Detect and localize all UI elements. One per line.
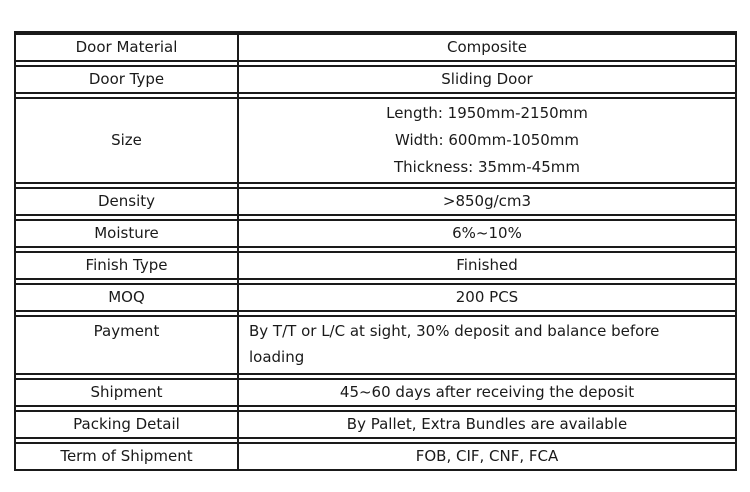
table-row: Term of Shipment FOB, CIF, CNF, FCA [16, 442, 735, 469]
row-label: Term of Shipment [60, 447, 193, 465]
table-row: Shipment 45~60 days after receiving the … [16, 378, 735, 407]
table-row: MOQ 200 PCS [16, 283, 735, 312]
table-row: Density >850g/cm3 [16, 187, 735, 216]
table-row: Packing Detail By Pallet, Extra Bundles … [16, 410, 735, 439]
row-label: Door Material [75, 38, 178, 56]
row-value: 6%~10% [452, 224, 522, 242]
row-label: Moisture [94, 224, 159, 242]
row-value: Composite [446, 38, 528, 56]
table-row: Door Type Sliding Door [16, 65, 735, 94]
row-label: MOQ [108, 288, 145, 306]
row-value: >850g/cm3 [442, 192, 532, 210]
row-value: FOB, CIF, CNF, FCA [415, 447, 559, 465]
row-label: Size [111, 131, 142, 149]
table-row: Finish Type Finished [16, 251, 735, 280]
row-label: Door Type [88, 70, 165, 88]
row-value: 200 PCS [455, 288, 519, 306]
row-value: 45~60 days after receiving the deposit [339, 383, 635, 401]
table-row: Door Material Composite [16, 33, 735, 62]
row-value: Sliding Door [441, 70, 533, 88]
row-value: Finished [456, 256, 518, 274]
table-row: Payment By T/T or L/C at sight, 30% depo… [16, 315, 735, 375]
value-line: Thickness: 35mm-45mm [394, 158, 580, 176]
value-line: Width: 600mm-1050mm [394, 131, 580, 149]
row-label: Packing Detail [73, 415, 180, 433]
row-value: Length: 1950mm-2150mm Width: 600mm-1050mm… [239, 99, 735, 182]
table-row: Size Length: 1950mm-2150mm Width: 600mm-1… [16, 97, 735, 184]
row-label: Payment [93, 322, 160, 340]
column-divider [237, 33, 239, 469]
product-spec-table: Door Material Composite Door Type Slidin… [14, 31, 737, 471]
row-label: Finish Type [85, 256, 168, 274]
table-row: Moisture 6%~10% [16, 219, 735, 248]
row-label: Shipment [90, 383, 163, 401]
row-value: By Pallet, Extra Bundles are available [346, 415, 628, 433]
value-line: Length: 1950mm-2150mm [386, 104, 588, 122]
row-label: Density [97, 192, 156, 210]
row-value: By T/T or L/C at sight, 30% deposit and … [249, 322, 660, 366]
